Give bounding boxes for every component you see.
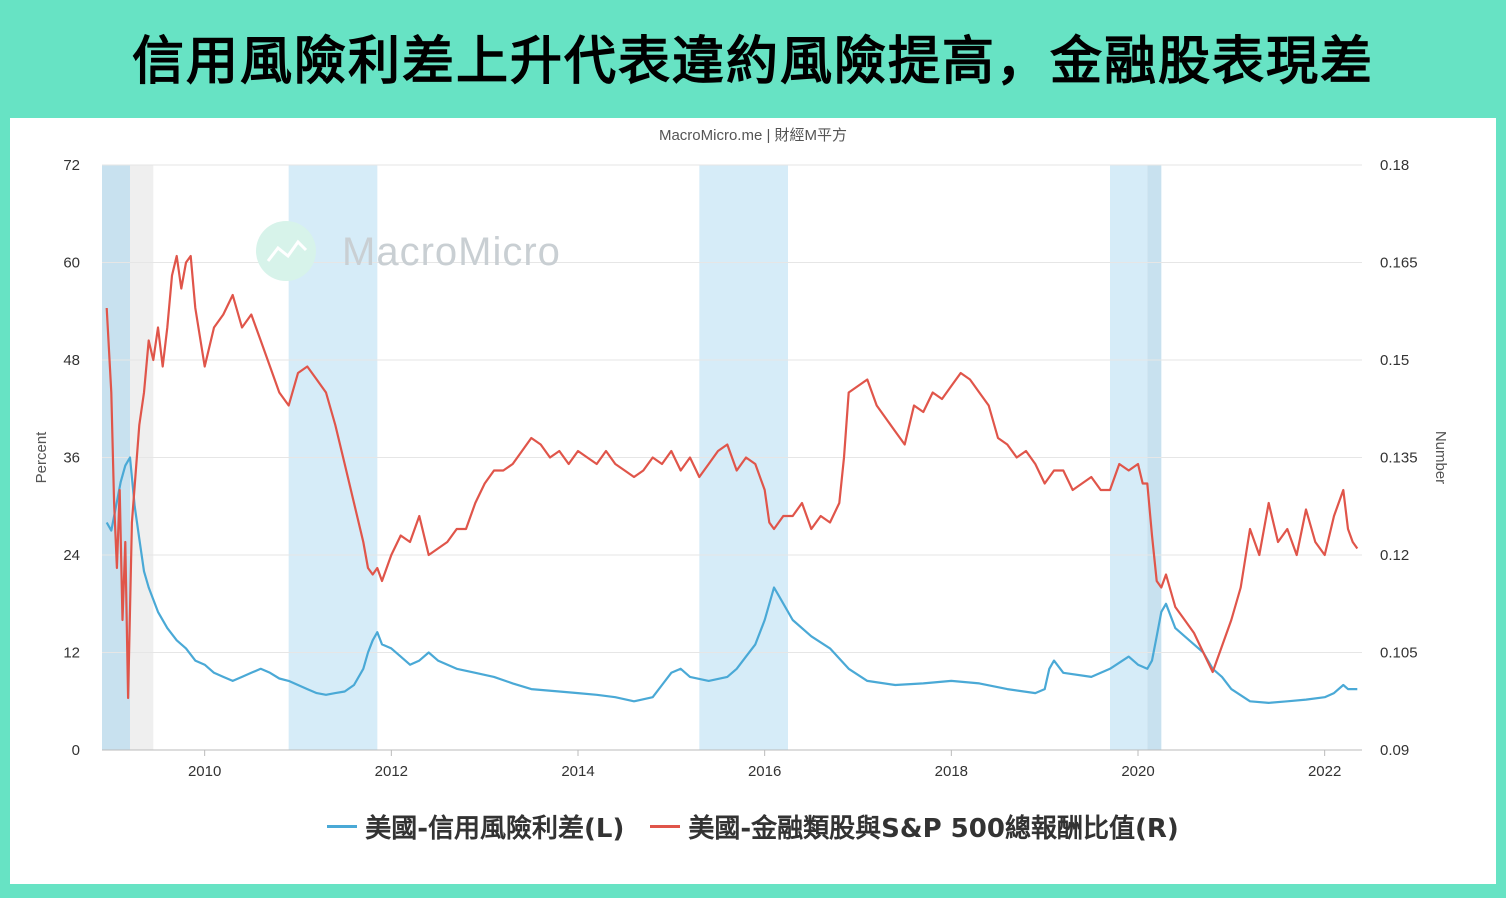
x-tick-label-2: 2014 bbox=[561, 763, 594, 780]
x-axis-ticks: 2010 2012 2014 2016 2018 2020 2022 bbox=[188, 750, 1341, 780]
y-right-tick-label-3: 0.135 bbox=[1380, 450, 1418, 467]
legend-swatch-ratio bbox=[650, 824, 681, 828]
legend: 美國-信用風險利差(L) 美國-金融類股與S&P 500總報酬比值(R) bbox=[10, 806, 1496, 846]
y-right-axis-label: Number bbox=[1432, 431, 1449, 484]
x-tick-label-5: 2020 bbox=[1121, 763, 1154, 780]
legend-label-ratio: 美國-金融類股與S&P 500總報酬比值(R) bbox=[688, 813, 1179, 844]
y-left-tick-label-0: 0 bbox=[72, 742, 80, 759]
y-left-tick-label-3: 36 bbox=[63, 450, 80, 467]
x-tick-label-1: 2012 bbox=[375, 763, 408, 780]
y-left-tick-label-1: 12 bbox=[63, 645, 80, 662]
x-tick-label-3: 2016 bbox=[748, 763, 781, 780]
gridlines bbox=[102, 164, 1362, 751]
y-right-tick-label-1: 0.105 bbox=[1380, 645, 1418, 662]
legend-label-spread: 美國-信用風險利差(L) bbox=[365, 813, 625, 844]
watermark-logo-icon bbox=[256, 221, 316, 281]
y-left-axis-ticks: 0 12 24 36 48 60 72 bbox=[63, 157, 80, 759]
chart-credit: MacroMicro.me | 財經M平方 bbox=[658, 127, 848, 144]
series-lines bbox=[105, 254, 1359, 705]
y-right-axis-ticks: 0.09 0.105 0.12 0.135 0.15 0.165 0.18 bbox=[1380, 157, 1418, 759]
y-left-tick-label-5: 60 bbox=[63, 255, 80, 272]
series-line-financials-ratio bbox=[105, 254, 1359, 700]
y-right-tick-label-5: 0.165 bbox=[1380, 255, 1418, 272]
watermark: MacroMicro bbox=[256, 221, 561, 281]
legend-item-ratio[interactable]: 美國-金融類股與S&P 500總報酬比值(R) bbox=[650, 808, 1179, 845]
watermark-text: MacroMicro bbox=[342, 230, 561, 274]
page-title: 信用風險利差上升代表違約風險提高，金融股表現差 bbox=[131, 32, 1374, 92]
chart-svg: MacroMicro 2010 2012 2014 2016 2018 2020 2022 … bbox=[33, 157, 1449, 780]
y-left-tick-label-4: 48 bbox=[63, 352, 80, 369]
legend-swatch-spread bbox=[327, 824, 358, 828]
x-tick-label-4: 2018 bbox=[935, 763, 968, 780]
series-line-credit-spread bbox=[105, 456, 1358, 705]
x-tick-label-0: 2010 bbox=[188, 763, 221, 780]
watermark-logo-mark bbox=[266, 239, 308, 262]
y-left-axis-label: Percent bbox=[33, 431, 50, 484]
y-left-tick-label-6: 72 bbox=[63, 157, 80, 174]
chart-panel: MacroMicro.me | 財經M平方 MacroMicro 2010 201… bbox=[10, 118, 1496, 884]
y-right-tick-label-0: 0.09 bbox=[1380, 742, 1409, 759]
y-right-tick-label-2: 0.12 bbox=[1380, 547, 1409, 564]
y-left-tick-label-2: 24 bbox=[63, 547, 80, 564]
y-right-tick-label-4: 0.15 bbox=[1380, 352, 1409, 369]
legend-item-spread[interactable]: 美國-信用風險利差(L) bbox=[327, 808, 624, 845]
y-right-tick-label-6: 0.18 bbox=[1380, 157, 1409, 174]
x-tick-label-6: 2022 bbox=[1308, 763, 1341, 780]
